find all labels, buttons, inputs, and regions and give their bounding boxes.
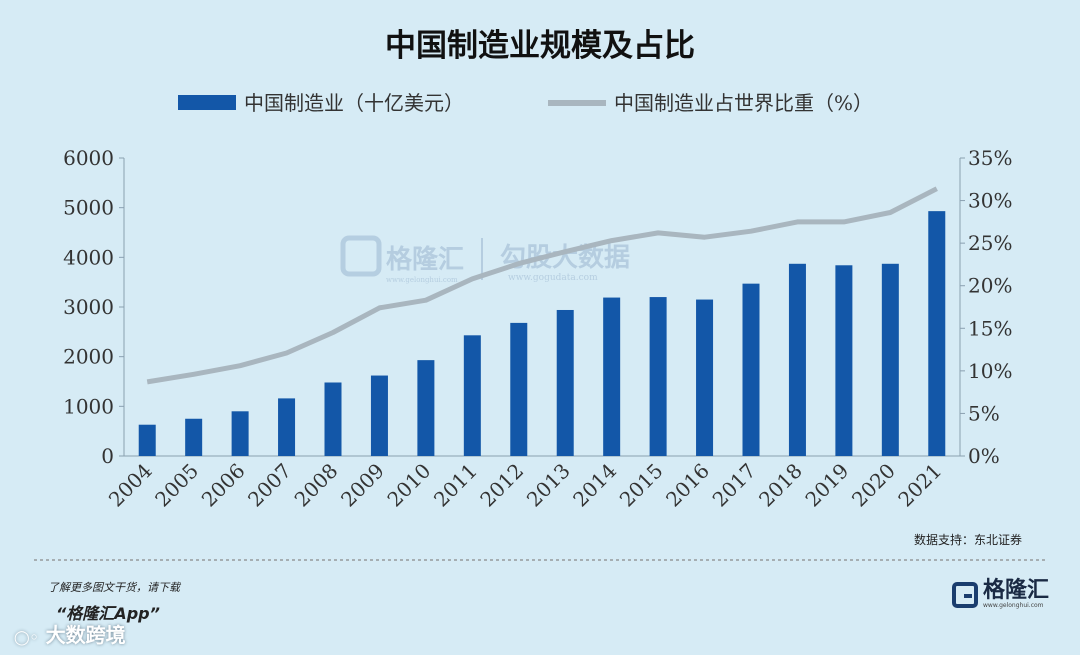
x-tick-label: 2021 <box>893 459 946 512</box>
x-tick-label: 2018 <box>754 459 807 512</box>
bar-2021 <box>928 211 946 456</box>
bar-2015 <box>649 297 667 456</box>
bar-2008 <box>324 382 342 456</box>
footer-logo: 格隆汇 www.gelonghui.com <box>952 580 1049 609</box>
corner-icon: ◯◦ <box>14 630 39 646</box>
right-tick-label: 10% <box>968 359 1012 383</box>
x-tick-label: 2005 <box>150 459 203 512</box>
right-tick-label: 15% <box>968 316 1012 340</box>
x-tick-label: 2011 <box>429 459 482 512</box>
source-note: 数据支持：东北证券 <box>914 532 1022 547</box>
bar-2016 <box>696 299 714 456</box>
bar-2020 <box>881 263 899 456</box>
watermark-url: www.gogudata.com <box>508 273 598 283</box>
bar-2019 <box>835 265 853 456</box>
bar-2006 <box>231 411 249 456</box>
bar-2014 <box>603 297 621 456</box>
left-tick-label: 2000 <box>63 345 114 369</box>
right-tick-label: 5% <box>968 401 1000 425</box>
left-tick-label: 1000 <box>63 394 114 418</box>
legend-bar-label: 中国制造业（十亿美元） <box>244 91 464 115</box>
footer-line1: 了解更多图文干货，请下载 <box>48 581 180 594</box>
x-tick-label: 2010 <box>382 459 435 512</box>
footer-line2: “格隆汇App” <box>56 604 160 623</box>
x-tick-label: 2014 <box>568 459 621 512</box>
left-tick-label: 4000 <box>63 245 114 269</box>
left-tick-label: 5000 <box>63 196 114 220</box>
watermark-logo-icon <box>340 235 382 277</box>
legend-bar-swatch <box>178 95 236 110</box>
right-tick-label: 20% <box>968 274 1012 298</box>
legend: 中国制造业（十亿美元） 中国制造业占世界比重（%） <box>178 91 873 115</box>
right-axis-ticks: 0% 5% 10% 15% 20% 25% 30% 35% <box>960 146 1012 468</box>
bar-2005 <box>185 418 203 456</box>
watermark-brand-url: www.gelonghui.com <box>386 276 458 284</box>
logo-brand: 格隆汇 <box>983 578 1050 603</box>
right-tick-label: 0% <box>968 444 1000 468</box>
left-tick-label: 3000 <box>63 295 114 319</box>
bar-2013 <box>556 309 574 456</box>
bar-2012 <box>510 322 528 456</box>
bar-2007 <box>278 398 296 456</box>
left-tick-label: 6000 <box>63 146 114 170</box>
bar-2010 <box>417 360 435 456</box>
chart-title: 中国制造业规模及占比 <box>385 28 695 64</box>
x-axis-ticks: 2004200520062007200820092010201120122013… <box>104 459 947 512</box>
legend-line-label: 中国制造业占世界比重（%） <box>614 91 873 115</box>
corner-label: 大数跨境 <box>45 623 126 647</box>
share-line <box>146 186 938 385</box>
x-tick-label: 2008 <box>290 459 343 512</box>
x-tick-label: 2009 <box>336 459 389 512</box>
x-tick-label: 2013 <box>522 459 575 512</box>
footer-corner-text: ◯◦ 大数跨境 <box>14 619 126 648</box>
x-tick-label: 2020 <box>847 459 900 512</box>
x-tick-label: 2012 <box>475 459 528 512</box>
right-tick-label: 35% <box>968 146 1012 170</box>
bar-2004 <box>138 424 156 456</box>
right-tick-label: 25% <box>968 231 1012 255</box>
bar-series <box>138 211 946 456</box>
x-tick-label: 2019 <box>800 459 853 512</box>
x-tick-label: 2006 <box>197 459 250 512</box>
watermark-text: 勾股大数据 <box>500 243 630 273</box>
watermark: 格隆汇 www.gelonghui.com 勾股大数据 www.gogudata… <box>340 235 630 284</box>
bar-2017 <box>742 283 760 456</box>
bar-2011 <box>463 335 481 456</box>
logo-url: www.gelonghui.com <box>983 602 1044 609</box>
x-tick-label: 2017 <box>708 459 761 512</box>
right-tick-label: 30% <box>968 189 1012 213</box>
x-tick-label: 2015 <box>615 459 668 512</box>
x-tick-label: 2016 <box>661 459 714 512</box>
left-axis-ticks: 0 1000 2000 3000 4000 5000 6000 <box>63 146 124 468</box>
watermark-brand: 格隆汇 <box>386 244 464 275</box>
bar-2009 <box>370 375 388 456</box>
line-series <box>146 186 938 385</box>
left-tick-label: 0 <box>101 444 114 468</box>
x-tick-label: 2007 <box>243 459 296 512</box>
bar-2018 <box>788 263 806 456</box>
logo-icon <box>952 581 978 608</box>
